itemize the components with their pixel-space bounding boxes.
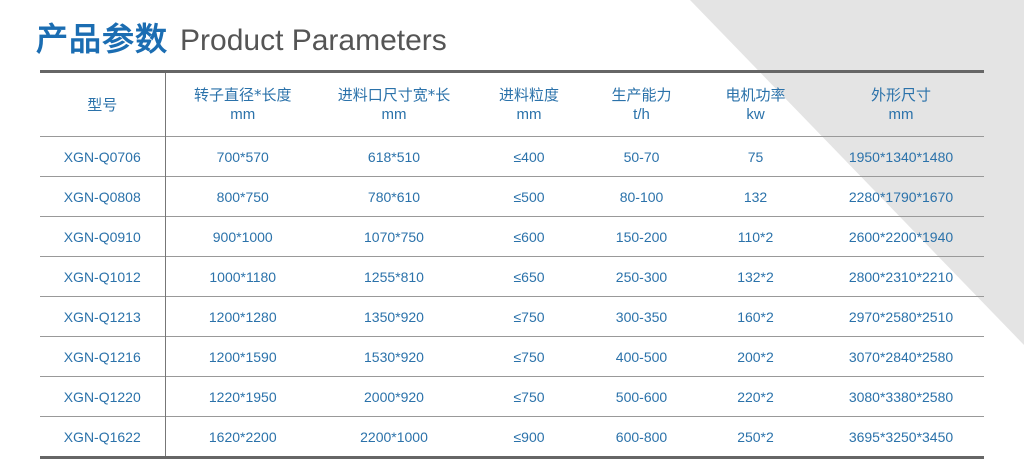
table-cell: ≤750 — [513, 388, 545, 405]
title-chinese: 产品参数 — [36, 20, 169, 58]
table-cell: 500-600 — [615, 388, 668, 405]
column-header: 进料粒度 mm — [468, 72, 590, 137]
table-cell: XGN-Q1012 — [40, 256, 166, 297]
table-cell: 2280*1790*1670 — [848, 188, 954, 205]
column-header: 电机功率 kw — [693, 72, 818, 137]
table-row: XGN-Q0910 900*1000 1070*750 ≤600 150-200 110*… — [40, 216, 984, 257]
column-header: 型号 — [40, 71, 166, 137]
table-cell: ≤900 — [513, 428, 545, 445]
table-cell: 132 — [743, 188, 768, 205]
table-cell: 1530*920 — [364, 348, 424, 365]
table-row: XGN-Q1213 1200*1280 1350*920 ≤750 300-350 160… — [40, 296, 984, 337]
table-cell: 3070*2840*2580 — [848, 348, 954, 365]
table-row: XGN-Q1622 1620*2200 2200*1000 ≤900 600-800 25… — [40, 416, 984, 458]
header-name: 外形尺寸 — [870, 85, 931, 104]
page-title: 产品参数 Product Parameters — [36, 14, 447, 64]
product-parameters-table: 型号 转子直径*长度 mm 进料口尺寸宽*长 mm 进料粒度 mm 生产能力 t/h 电机功率 kw… — [40, 70, 984, 459]
table-row: XGN-Q0706 700*570 618*510 ≤400 50-70 75 1950*1… — [40, 136, 984, 177]
table-cell: 1200*1280 — [208, 308, 277, 325]
table-cell: 75 — [747, 148, 764, 165]
table-cell: 900*1000 — [212, 228, 273, 245]
table-cell: 1950*1340*1480 — [848, 148, 954, 165]
table-row: XGN-Q0808 800*750 780*610 ≤500 80-100 132 2280… — [40, 176, 984, 217]
table-cell: 1255*810 — [364, 268, 424, 285]
table-cell: 800*750 — [216, 188, 269, 205]
table-cell: 2200*1000 — [360, 428, 428, 445]
title-english: Product Parameters — [180, 24, 447, 57]
table-cell: 618*510 — [367, 148, 421, 165]
table-cell: 160*2 — [737, 308, 774, 325]
table-cell: ≤600 — [513, 228, 545, 245]
table-cell: 600-800 — [615, 428, 668, 445]
table-cell: ≤650 — [513, 268, 545, 285]
table-cell: 132*2 — [737, 268, 774, 285]
table-cell: 3080*3380*2580 — [848, 388, 954, 405]
table-cell: 80-100 — [619, 188, 664, 205]
header-name: 进料粒度 — [498, 85, 559, 104]
table-cell: 300-350 — [615, 308, 668, 325]
table-cell: 2800*2310*2210 — [848, 268, 954, 285]
header-name: 生产能力 — [611, 85, 672, 104]
table-cell: 780*610 — [367, 188, 421, 205]
table-cell: 1070*750 — [364, 228, 424, 245]
table-cell: ≤750 — [513, 308, 545, 325]
table-cell: 1000*1180 — [209, 268, 277, 285]
table-cell: 250-300 — [615, 268, 668, 285]
table-cell: XGN-Q0706 — [40, 136, 166, 177]
table-cell: XGN-Q1622 — [40, 416, 166, 458]
table-cell: 200*2 — [737, 348, 774, 365]
table-row: XGN-Q1012 1000*1180 1255*810 ≤650 250-300 132… — [40, 256, 984, 297]
table-cell: XGN-Q1213 — [40, 296, 166, 337]
header-name: 电机功率 — [725, 85, 786, 104]
table-cell: XGN-Q1216 — [40, 336, 166, 377]
table-cell: 1350*920 — [364, 308, 424, 325]
column-header: 生产能力 t/h — [590, 72, 693, 137]
column-header: 转子直径*长度 mm — [165, 72, 320, 137]
table-header-row: 型号 转子直径*长度 mm 进料口尺寸宽*长 mm 进料粒度 mm 生产能力 t/h 电机功率 kw… — [40, 71, 984, 137]
column-header: 进料口尺寸宽*长 mm — [320, 72, 468, 137]
table-cell: 1620*2200 — [208, 428, 277, 445]
header-unit: mm — [516, 105, 542, 123]
header-unit: kw — [746, 105, 765, 123]
table-cell: XGN-Q1220 — [40, 376, 166, 417]
column-header: 外形尺寸 mm — [818, 72, 984, 137]
table-cell: 2600*2200*1940 — [848, 228, 954, 245]
table-row: XGN-Q1216 1200*1590 1530*920 ≤750 400-500 200… — [40, 336, 984, 377]
table-cell: ≤500 — [513, 188, 545, 205]
header-name: 型号 — [87, 95, 118, 114]
header-unit: mm — [230, 105, 256, 123]
table-cell: 50-70 — [623, 148, 660, 165]
header-name: 进料口尺寸宽*长 — [337, 85, 451, 104]
table-cell: 1220*1950 — [208, 388, 277, 405]
table-cell: 400-500 — [615, 348, 668, 365]
table-cell: 2970*2580*2510 — [848, 308, 954, 325]
table-cell: ≤400 — [513, 148, 545, 165]
table-cell: 700*570 — [216, 148, 269, 165]
table-cell: 250*2 — [737, 428, 774, 445]
header-unit: t/h — [633, 105, 650, 123]
table-cell: 110*2 — [737, 228, 774, 245]
header-unit: mm — [381, 105, 407, 123]
table-cell: 220*2 — [737, 388, 774, 405]
table-cell: XGN-Q0808 — [40, 176, 166, 217]
table-cell: 2000*920 — [364, 388, 424, 405]
table-cell: XGN-Q0910 — [40, 216, 166, 257]
header-name: 转子直径*长度 — [193, 85, 292, 104]
table-cell: 1200*1590 — [208, 348, 277, 365]
table-row: XGN-Q1220 1220*1950 2000*920 ≤750 500-600 220… — [40, 376, 984, 417]
table-cell: ≤750 — [513, 348, 545, 365]
table-cell: 3695*3250*3450 — [848, 428, 954, 445]
table-cell: 150-200 — [615, 228, 668, 245]
header-unit: mm — [888, 105, 914, 123]
